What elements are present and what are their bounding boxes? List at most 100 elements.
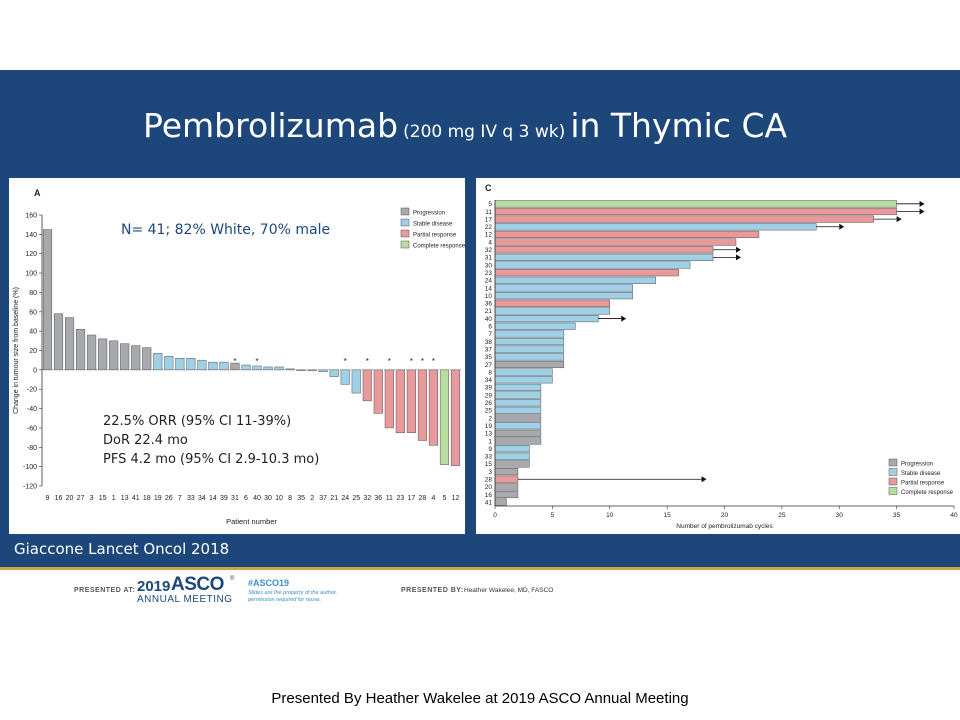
asco-logo-subtitle: ANNUAL MEETING: [137, 594, 233, 605]
swimmer-bar-patient-20: [494, 483, 519, 491]
legend-label-progression-c: Progression: [901, 462, 933, 468]
x-tick-label: 30: [836, 512, 844, 519]
waterfall-bar-patient-19: [153, 353, 163, 371]
y-tick-label: -60: [27, 425, 37, 432]
swimmer-bar-patient-31: [494, 253, 714, 261]
waterfall-bar-patient-11: [384, 369, 394, 429]
y-tick-label: 22: [485, 224, 493, 231]
waterfall-bar-patient-31: [230, 362, 240, 371]
y-tick-label: 27: [485, 362, 493, 369]
waterfall-bar-patient-7: [175, 357, 185, 371]
waterfall-panel: A 160 140 120 100 80 60 40 20 0 -20 -40 -60 -80 -100 -1…: [9, 178, 465, 534]
x-tick-label: 37: [319, 495, 327, 502]
asterisk-marker: *: [344, 357, 347, 366]
asterisk-marker: *: [233, 357, 236, 366]
y-tick-label: 100: [25, 271, 37, 278]
asco-logo-mark: ®: [230, 576, 235, 582]
y-tick-label: 2: [488, 415, 492, 422]
y-tick-label: 3: [488, 469, 492, 476]
title-indication: in Thymic CA: [570, 106, 788, 145]
swimmer-bar-patient-4: [494, 238, 737, 246]
legend-swatch-complete-response: [400, 240, 410, 249]
slide-title: Pembrolizumab (200 mg IV q 3 wk) in Thym…: [143, 106, 787, 145]
waterfall-bar-patient-34: [197, 359, 207, 371]
legend-label-progression: Progression: [413, 211, 445, 217]
swimmer-bar-patient-9: [494, 445, 530, 453]
y-tick-label: 80: [29, 290, 37, 297]
asterisk-marker: *: [421, 357, 424, 366]
y-tick-label: 4: [488, 239, 492, 246]
asterisk-marker: *: [366, 357, 369, 366]
x-tick-label: 15: [664, 512, 672, 519]
swimmer-bar-patient-6: [494, 322, 576, 330]
waterfall-bar-patient-15: [98, 338, 108, 371]
x-tick-label: 2: [310, 495, 314, 502]
y-tick-label: 37: [485, 346, 493, 353]
waterfall-bar-patient-30: [263, 366, 273, 371]
presented-at-label: PRESENTED AT:: [74, 587, 136, 594]
legend-swatch-partial-response: [400, 229, 410, 238]
y-tick-label: 30: [485, 262, 493, 269]
x-tick-label: 40: [950, 512, 958, 519]
asterisk-marker: *: [410, 357, 413, 366]
swimmer-bar-patient-28: [494, 475, 519, 483]
y-tick-label: 31: [485, 255, 493, 262]
swimmer-bar-patient-25: [494, 406, 542, 414]
x-tick-label: 32: [363, 495, 371, 502]
x-tick-label: 13: [121, 495, 129, 502]
x-tick-label: 34: [198, 495, 206, 502]
waterfall-bar-patient-24: [340, 369, 350, 385]
swimmer-bar-patient-23: [494, 269, 679, 277]
swimmer-bar-patient-22: [494, 223, 817, 231]
y-tick-label: 21: [485, 308, 493, 315]
x-axis-title: Patient number: [226, 517, 277, 526]
waterfall-chart: A160140120100806040200-20-40-60-80-100-1…: [13, 188, 465, 526]
waterfall-bar-patient-2: [307, 369, 317, 372]
y-tick-label: 16: [485, 492, 493, 499]
x-tick-label: 15: [99, 495, 107, 502]
y-tick-label: 10: [485, 293, 493, 300]
waterfall-bar-patient-5: [439, 369, 450, 465]
y-tick-label: -40: [27, 406, 37, 413]
x-tick-label: 26: [165, 495, 173, 502]
x-tick-label: 21: [330, 495, 338, 502]
x-tick-label: 10: [606, 512, 614, 519]
y-tick-label: 17: [485, 216, 493, 223]
waterfall-bar-patient-39: [219, 361, 229, 371]
legend-swatch-complete-response-c: [888, 487, 898, 495]
x-tick-label: 20: [721, 512, 729, 519]
efficacy-summary: 22.5% ORR (95% CI 11-39%) DoR 22.4 mo PF…: [103, 412, 319, 469]
x-tick-label: 23: [396, 495, 404, 502]
citation: Giaccone Lancet Oncol 2018: [14, 540, 230, 558]
ongoing-arrow-head: [735, 246, 741, 253]
y-tick-label: 11: [485, 209, 492, 216]
x-tick-label: 17: [407, 495, 415, 502]
x-tick-label: 20: [66, 495, 74, 502]
legend-label-complete-response: Complete response: [413, 244, 465, 250]
slide-caption: Presented By Heather Wakelee at 2019 ASC…: [271, 690, 689, 707]
y-tick-label: 20: [29, 348, 37, 355]
waterfall-bar-patient-10: [274, 366, 284, 371]
waterfall-bar-patient-14: [208, 361, 218, 371]
waterfall-bar-patient-1: [109, 340, 119, 371]
x-tick-label: 12: [452, 495, 460, 502]
ongoing-arrow-head: [701, 476, 707, 483]
waterfall-bar-patient-41: [131, 345, 141, 371]
y-tick-label: 1: [488, 438, 492, 445]
swimmer-bar-patient-32: [494, 246, 714, 254]
y-tick-label: 8: [488, 369, 492, 376]
x-tick-label: 30: [264, 495, 272, 502]
y-tick-label: 34: [485, 377, 493, 384]
x-tick-label: 40: [253, 495, 261, 502]
x-tick-label: 3: [90, 495, 94, 502]
y-tick-label: 25: [485, 408, 493, 415]
y-tick-label: 33: [485, 454, 493, 461]
x-tick-label: 16: [55, 495, 63, 502]
x-tick-label: 6: [244, 495, 248, 502]
swimmer-bar-patient-5: [494, 200, 897, 208]
waterfall-bar-patient-37: [318, 369, 328, 373]
ongoing-arrow-head: [735, 254, 741, 261]
y-tick-label: 120: [25, 251, 37, 258]
hashtag-note: Slides are the property of the author, p…: [248, 590, 337, 603]
x-tick-label: 4: [431, 495, 435, 502]
